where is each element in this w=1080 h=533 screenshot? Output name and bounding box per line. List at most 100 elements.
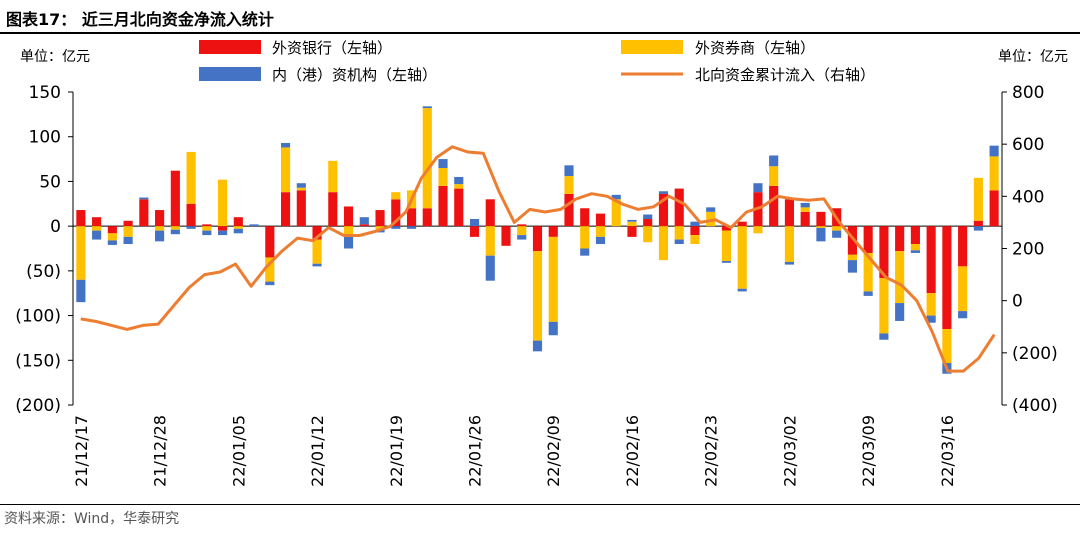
right-tick-label: 400 [1012, 187, 1044, 207]
bar-foreign-brokers [753, 226, 763, 234]
bar-hk-institutions [312, 263, 322, 267]
bar-hk-institutions [564, 165, 574, 177]
bar-hk-institutions [359, 217, 369, 225]
source-divider [0, 504, 1080, 505]
x-tick-label: 22/01/12 [308, 415, 327, 487]
left-tick-label: 50 [39, 172, 61, 192]
bar-hk-institutions [76, 279, 86, 303]
bar-foreign-brokers [218, 179, 228, 227]
left-tick-label: (200) [15, 396, 61, 416]
left-tick-label: (100) [15, 307, 61, 327]
x-tick-label: 22/02/09 [544, 415, 563, 487]
bar-hk-institutions [595, 236, 606, 245]
bar-hk-institutions [643, 214, 653, 219]
bar-foreign-brokers [265, 257, 275, 282]
bar-hk-institutions [847, 260, 857, 273]
x-tick-label: 22/01/05 [229, 415, 248, 487]
right-tick-label: 0 [1012, 292, 1023, 312]
bar-foreign-banks [769, 185, 779, 227]
x-tick-label: 22/01/26 [466, 415, 485, 487]
bar-series [76, 106, 999, 374]
bar-foreign-brokers [123, 226, 133, 237]
bar-hk-institutions [343, 235, 354, 249]
bar-foreign-brokers [485, 226, 495, 256]
bar-foreign-banks [454, 188, 464, 227]
bar-foreign-brokers [391, 192, 401, 200]
right-tick-label: 800 [1012, 83, 1044, 103]
bar-foreign-brokers [438, 168, 448, 186]
bar-foreign-banks [76, 210, 86, 227]
bar-foreign-banks [155, 210, 165, 227]
axes: 150 100 50 0 (50) (100) (150) (200) 800 600 400 200… [15, 83, 1057, 416]
bar-foreign-brokers [532, 251, 543, 341]
legend-label-foreign-brokers: 外资券商（左轴） [695, 39, 815, 57]
bar-foreign-banks [359, 224, 369, 227]
bar-foreign-banks [107, 226, 117, 234]
bar-hk-institutions [123, 236, 133, 245]
x-axis-labels: 21/12/17 21/12/28 22/01/05 22/01/12 22/01/19… [72, 415, 957, 487]
bar-foreign-brokers [721, 230, 732, 262]
bar-foreign-brokers [942, 328, 952, 363]
bar-foreign-banks [973, 220, 983, 227]
x-tick-label: 22/03/16 [938, 415, 957, 487]
bar-foreign-banks [469, 226, 480, 237]
chart-title: 图表17： 近三月北向资金净流入统计 [6, 10, 274, 29]
bar-foreign-banks [123, 220, 133, 227]
bar-hk-institutions [784, 261, 794, 265]
bar-foreign-banks [438, 185, 448, 227]
x-tick-label: 22/02/16 [623, 415, 642, 487]
bar-foreign-brokers [706, 211, 716, 227]
bar-foreign-brokers [343, 226, 354, 236]
bar-hk-institutions [155, 230, 165, 242]
bar-hk-institutions [580, 248, 590, 256]
bar-foreign-brokers [690, 235, 700, 245]
bar-foreign-banks [627, 226, 637, 237]
bar-hk-institutions [92, 230, 102, 240]
bar-foreign-banks [595, 213, 606, 227]
bar-hk-institutions [721, 261, 732, 263]
bar-foreign-banks [580, 208, 590, 227]
bar-hk-institutions [548, 321, 558, 336]
left-tick-label: 0 [50, 217, 61, 237]
bar-foreign-brokers [76, 226, 86, 280]
bar-foreign-banks [800, 211, 810, 227]
bar-hk-institutions [627, 219, 637, 222]
cumulative-line-series [80, 145, 996, 373]
left-tick-label: (150) [15, 351, 61, 371]
x-tick-label: 22/01/19 [387, 415, 406, 487]
bar-hk-institutions [107, 240, 117, 245]
bar-foreign-brokers [989, 156, 999, 191]
bar-foreign-brokers [281, 147, 291, 193]
bar-foreign-banks [375, 210, 385, 227]
bar-foreign-banks [847, 226, 857, 255]
source-note: 资料来源：Wind，华泰研究 [4, 511, 180, 527]
bar-hk-institutions [958, 311, 968, 319]
bar-foreign-brokers [580, 226, 590, 249]
bar-foreign-banks [422, 208, 432, 227]
bar-hk-institutions [863, 291, 873, 296]
north-flow-chart: 单位：亿元 单位：亿元 外资银行（左轴） 内（港）资机构（左轴） 外资券商（左轴… [15, 39, 1068, 487]
bar-foreign-brokers [170, 226, 180, 230]
bar-hk-institutions [454, 176, 464, 185]
bar-foreign-brokers [517, 226, 527, 236]
bar-hk-institutions [816, 227, 826, 242]
x-tick-label: 21/12/17 [72, 415, 91, 487]
bar-hk-institutions [139, 197, 149, 200]
bar-foreign-banks [312, 226, 322, 240]
legend-label-foreign-banks: 外资银行（左轴） [272, 39, 392, 57]
x-tick-label: 21/12/28 [151, 415, 170, 487]
bar-foreign-banks [532, 226, 543, 252]
bar-foreign-banks [202, 224, 212, 227]
bar-foreign-brokers [658, 226, 669, 261]
legend-label-hk-institutions: 内（港）资机构（左轴） [272, 66, 437, 84]
bar-foreign-brokers [202, 226, 212, 231]
bar-hk-institutions [910, 250, 920, 253]
left-tick-label: 150 [29, 83, 61, 103]
bar-hk-institutions [753, 183, 763, 193]
legend-label-cumulative: 北向资金累计流入（右轴） [695, 66, 875, 84]
bar-foreign-brokers [375, 226, 385, 230]
bar-foreign-banks [92, 217, 102, 227]
bar-hk-institutions [737, 288, 747, 292]
bar-hk-institutions [406, 226, 417, 229]
bar-hk-institutions [469, 218, 480, 227]
